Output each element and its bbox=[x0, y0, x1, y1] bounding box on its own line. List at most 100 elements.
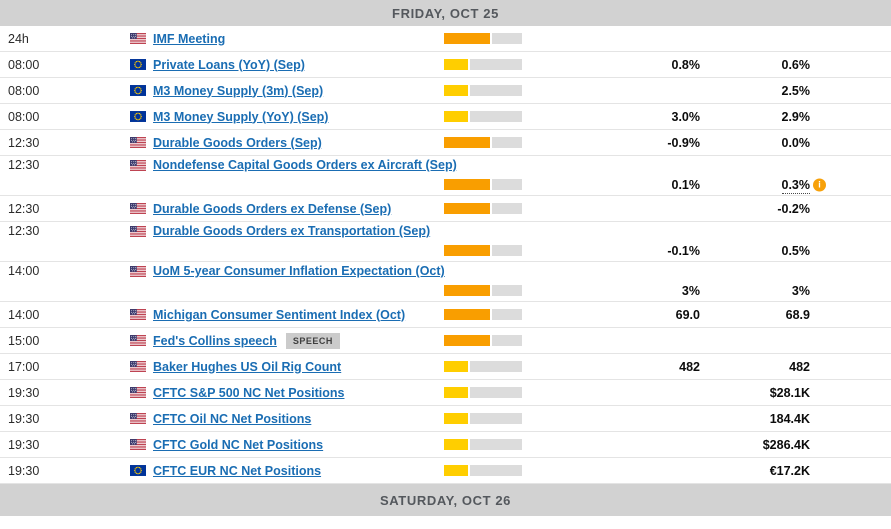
event-link[interactable]: Fed's Collins speech bbox=[153, 333, 277, 348]
previous-cell: 3% bbox=[700, 284, 810, 298]
event-time: 19:30 bbox=[8, 437, 40, 452]
volatility-cell bbox=[444, 179, 522, 190]
event-time: 14:00 bbox=[8, 307, 40, 322]
event-link[interactable]: Baker Hughes US Oil Rig Count bbox=[153, 359, 342, 374]
volatility-track bbox=[470, 59, 522, 70]
previous-value: $286.4K bbox=[762, 437, 810, 452]
previous-value: 0.3% bbox=[781, 177, 810, 194]
previous-value: 2.5% bbox=[781, 83, 811, 98]
event-link[interactable]: Nondefense Capital Goods Orders ex Aircr… bbox=[153, 158, 457, 172]
eu-flag-icon bbox=[130, 111, 146, 122]
event-cell: CFTC EUR NC Net Positions bbox=[130, 464, 444, 478]
event-row: 15:00 bbox=[0, 328, 891, 354]
event-link[interactable]: CFTC Gold NC Net Positions bbox=[153, 437, 324, 452]
volatility-track bbox=[492, 285, 522, 296]
event-link[interactable]: UoM 5-year Consumer Inflation Expectatio… bbox=[153, 264, 445, 278]
previous-value: €17.2K bbox=[769, 463, 810, 478]
volatility-track bbox=[470, 413, 522, 424]
info-icon[interactable]: i bbox=[813, 178, 826, 191]
volatility-cell bbox=[444, 465, 522, 476]
volatility-bar bbox=[444, 33, 522, 44]
event-row: 19:30 CFTC EUR NC Net Positions bbox=[0, 458, 891, 484]
consensus-value: 3.0% bbox=[671, 109, 701, 124]
volatility-fill bbox=[444, 85, 468, 96]
volatility-bar bbox=[444, 85, 522, 96]
volatility-fill bbox=[444, 361, 468, 372]
us-flag-icon bbox=[130, 387, 146, 398]
volatility-cell bbox=[444, 111, 522, 122]
consensus-value: 0.8% bbox=[671, 57, 701, 72]
previous-value: 2.9% bbox=[781, 109, 811, 124]
us-flag-icon bbox=[130, 225, 146, 237]
volatility-cell bbox=[444, 413, 522, 424]
volatility-fill bbox=[444, 465, 468, 476]
previous-cell: 0.6% bbox=[700, 58, 811, 72]
previous-value: $28.1K bbox=[769, 385, 810, 400]
event-link[interactable]: M3 Money Supply (3m) (Sep) bbox=[153, 83, 324, 98]
volatility-fill bbox=[444, 137, 490, 148]
event-link[interactable]: IMF Meeting bbox=[153, 31, 226, 46]
volatility-cell bbox=[444, 361, 522, 372]
event-list: 24h bbox=[0, 26, 891, 484]
event-time: 19:30 bbox=[8, 385, 40, 400]
event-link[interactable]: Michigan Consumer Sentiment Index (Oct) bbox=[153, 307, 406, 322]
volatility-cell bbox=[444, 285, 522, 296]
previous-cell: 184.4K bbox=[700, 412, 810, 426]
volatility-fill bbox=[444, 439, 468, 450]
volatility-cell bbox=[444, 309, 522, 320]
consensus-value: -0.9% bbox=[667, 135, 700, 150]
volatility-bar bbox=[444, 111, 522, 122]
event-cell: Durable Goods Orders ex Transportation (… bbox=[130, 224, 810, 238]
eu-flag-icon bbox=[130, 85, 146, 96]
us-flag-icon bbox=[130, 439, 146, 450]
us-flag-icon bbox=[130, 361, 146, 372]
previous-cell: 68.9 bbox=[700, 308, 810, 322]
event-row: 12:30 bbox=[0, 222, 891, 262]
consensus-value: -0.1% bbox=[667, 243, 700, 258]
previous-cell: €17.2K bbox=[700, 464, 810, 478]
event-cell: CFTC S&P 500 NC Net Positions bbox=[130, 386, 444, 400]
event-row: 17:00 bbox=[0, 354, 891, 380]
previous-value: 0.5% bbox=[781, 243, 811, 258]
previous-cell: -0.2% bbox=[700, 202, 810, 216]
event-link[interactable]: Durable Goods Orders (Sep) bbox=[153, 135, 322, 150]
event-link[interactable]: M3 Money Supply (YoY) (Sep) bbox=[153, 109, 329, 124]
event-cell: Fed's Collins speech SPEECH bbox=[130, 332, 444, 349]
event-link[interactable]: Private Loans (YoY) (Sep) bbox=[153, 57, 305, 72]
event-link[interactable]: CFTC S&P 500 NC Net Positions bbox=[153, 385, 345, 400]
event-link[interactable]: Durable Goods Orders ex Transportation (… bbox=[153, 224, 431, 238]
event-time: 12:30 bbox=[8, 135, 40, 150]
volatility-cell bbox=[444, 59, 522, 70]
event-time: 19:30 bbox=[8, 411, 40, 426]
event-link[interactable]: CFTC EUR NC Net Positions bbox=[153, 463, 322, 478]
volatility-bar bbox=[444, 335, 522, 346]
event-cell: M3 Money Supply (YoY) (Sep) bbox=[130, 110, 444, 124]
event-link[interactable]: Durable Goods Orders ex Defense (Sep) bbox=[153, 201, 392, 216]
event-cell: Durable Goods Orders ex Defense (Sep) bbox=[130, 202, 444, 216]
volatility-fill bbox=[444, 33, 490, 44]
us-flag-icon bbox=[130, 335, 146, 346]
volatility-fill bbox=[444, 111, 468, 122]
volatility-track bbox=[492, 33, 522, 44]
previous-value: 184.4K bbox=[769, 411, 810, 426]
consensus-value: 0.1% bbox=[671, 177, 701, 192]
volatility-cell bbox=[444, 33, 522, 44]
previous-cell: 0.3% i bbox=[700, 177, 826, 194]
event-time: 14:00 bbox=[8, 264, 40, 278]
event-time: 19:30 bbox=[8, 463, 40, 478]
consensus-value: 3% bbox=[681, 283, 700, 298]
event-time: 08:00 bbox=[8, 57, 40, 72]
volatility-track bbox=[492, 245, 522, 256]
volatility-bar bbox=[444, 245, 522, 256]
volatility-fill bbox=[444, 203, 490, 214]
event-time: 12:30 bbox=[8, 158, 40, 172]
volatility-bar bbox=[444, 179, 522, 190]
event-link[interactable]: CFTC Oil NC Net Positions bbox=[153, 411, 312, 426]
volatility-fill bbox=[444, 59, 468, 70]
volatility-track bbox=[492, 137, 522, 148]
eu-flag-icon bbox=[130, 465, 146, 476]
volatility-bar bbox=[444, 361, 522, 372]
previous-cell: $28.1K bbox=[700, 386, 810, 400]
event-row: 12:30 bbox=[0, 196, 891, 222]
